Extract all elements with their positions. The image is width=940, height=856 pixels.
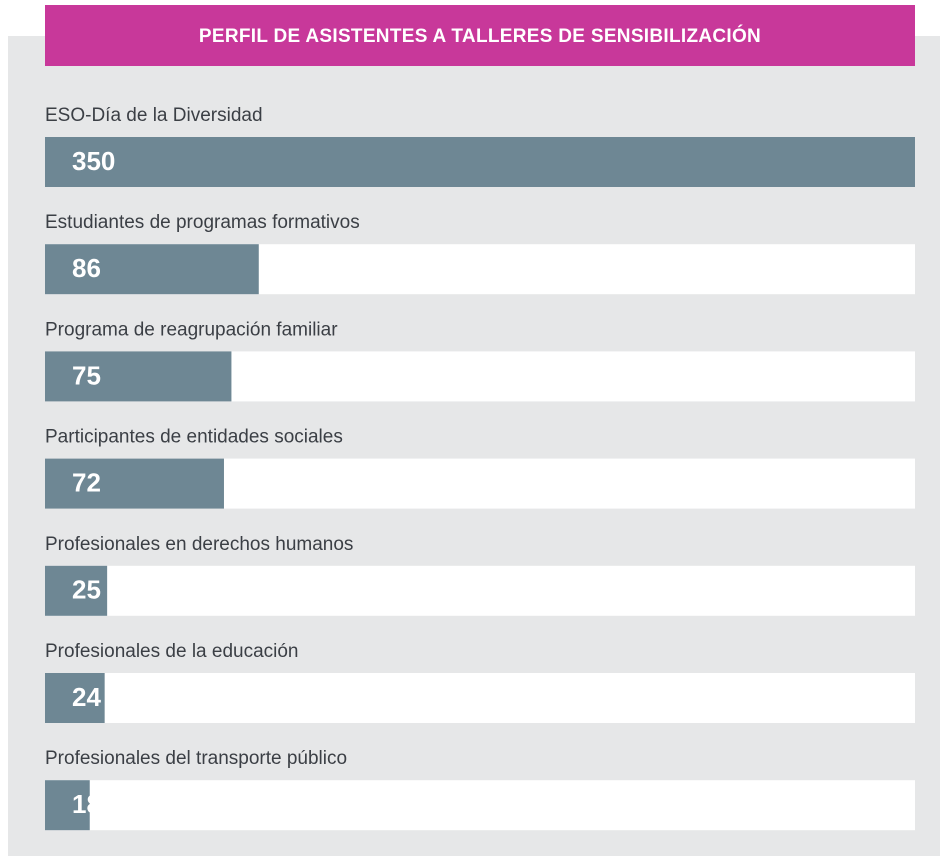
bar [45,351,232,402]
category-label: Estudiantes de programas formativos [45,212,360,233]
category-label: Profesionales de la educación [45,641,299,662]
value-label: 350 [72,146,115,176]
value-label: 24 [72,682,101,712]
bar [45,137,915,187]
bar [45,244,259,295]
value-label: 25 [72,575,101,605]
bar-track [45,673,915,723]
value-label: 86 [72,253,101,283]
bar-track [45,565,915,616]
bar [45,565,108,616]
value-label: 72 [72,467,101,497]
title-banner [45,5,915,66]
bar [45,673,105,723]
chart-title: PERFIL DE ASISTENTES A TALLERES DE SENSI… [199,25,761,47]
category-label: Profesionales en derechos humanos [45,534,353,555]
category-label: ESO-Día de la Diversidad [45,105,263,126]
bar [45,458,224,509]
value-label: 75 [72,360,101,390]
bar [45,780,90,831]
bar-track [45,780,915,831]
category-label: Profesionales del transporte público [45,748,347,769]
category-label: Participantes de entidades sociales [45,427,343,448]
value-label: 18 [72,789,101,819]
category-label: Programa de reagrupación familiar [45,319,338,340]
